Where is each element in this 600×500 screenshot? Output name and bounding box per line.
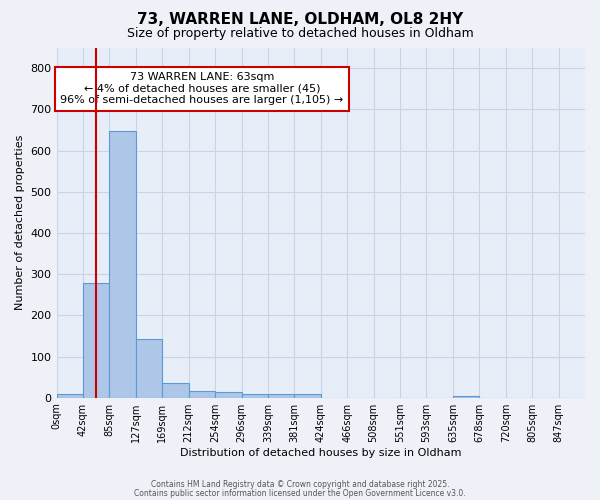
Bar [162,384,188,398]
Bar [242,394,268,398]
Text: Size of property relative to detached houses in Oldham: Size of property relative to detached ho… [127,28,473,40]
Text: 73 WARREN LANE: 63sqm
← 4% of detached houses are smaller (45)
96% of semi-detac: 73 WARREN LANE: 63sqm ← 4% of detached h… [60,72,343,106]
Y-axis label: Number of detached properties: Number of detached properties [15,135,25,310]
Text: 73, WARREN LANE, OLDHAM, OL8 2HY: 73, WARREN LANE, OLDHAM, OL8 2HY [137,12,463,28]
Bar [295,394,321,398]
Bar [268,394,295,398]
Text: Contains public sector information licensed under the Open Government Licence v3: Contains public sector information licen… [134,488,466,498]
Text: Contains HM Land Registry data © Crown copyright and database right 2025.: Contains HM Land Registry data © Crown c… [151,480,449,489]
Bar [56,394,83,398]
Bar [109,130,136,398]
Bar [83,283,109,398]
Bar [453,396,479,398]
Bar [215,392,242,398]
Bar [188,391,215,398]
Bar [136,339,162,398]
X-axis label: Distribution of detached houses by size in Oldham: Distribution of detached houses by size … [180,448,461,458]
